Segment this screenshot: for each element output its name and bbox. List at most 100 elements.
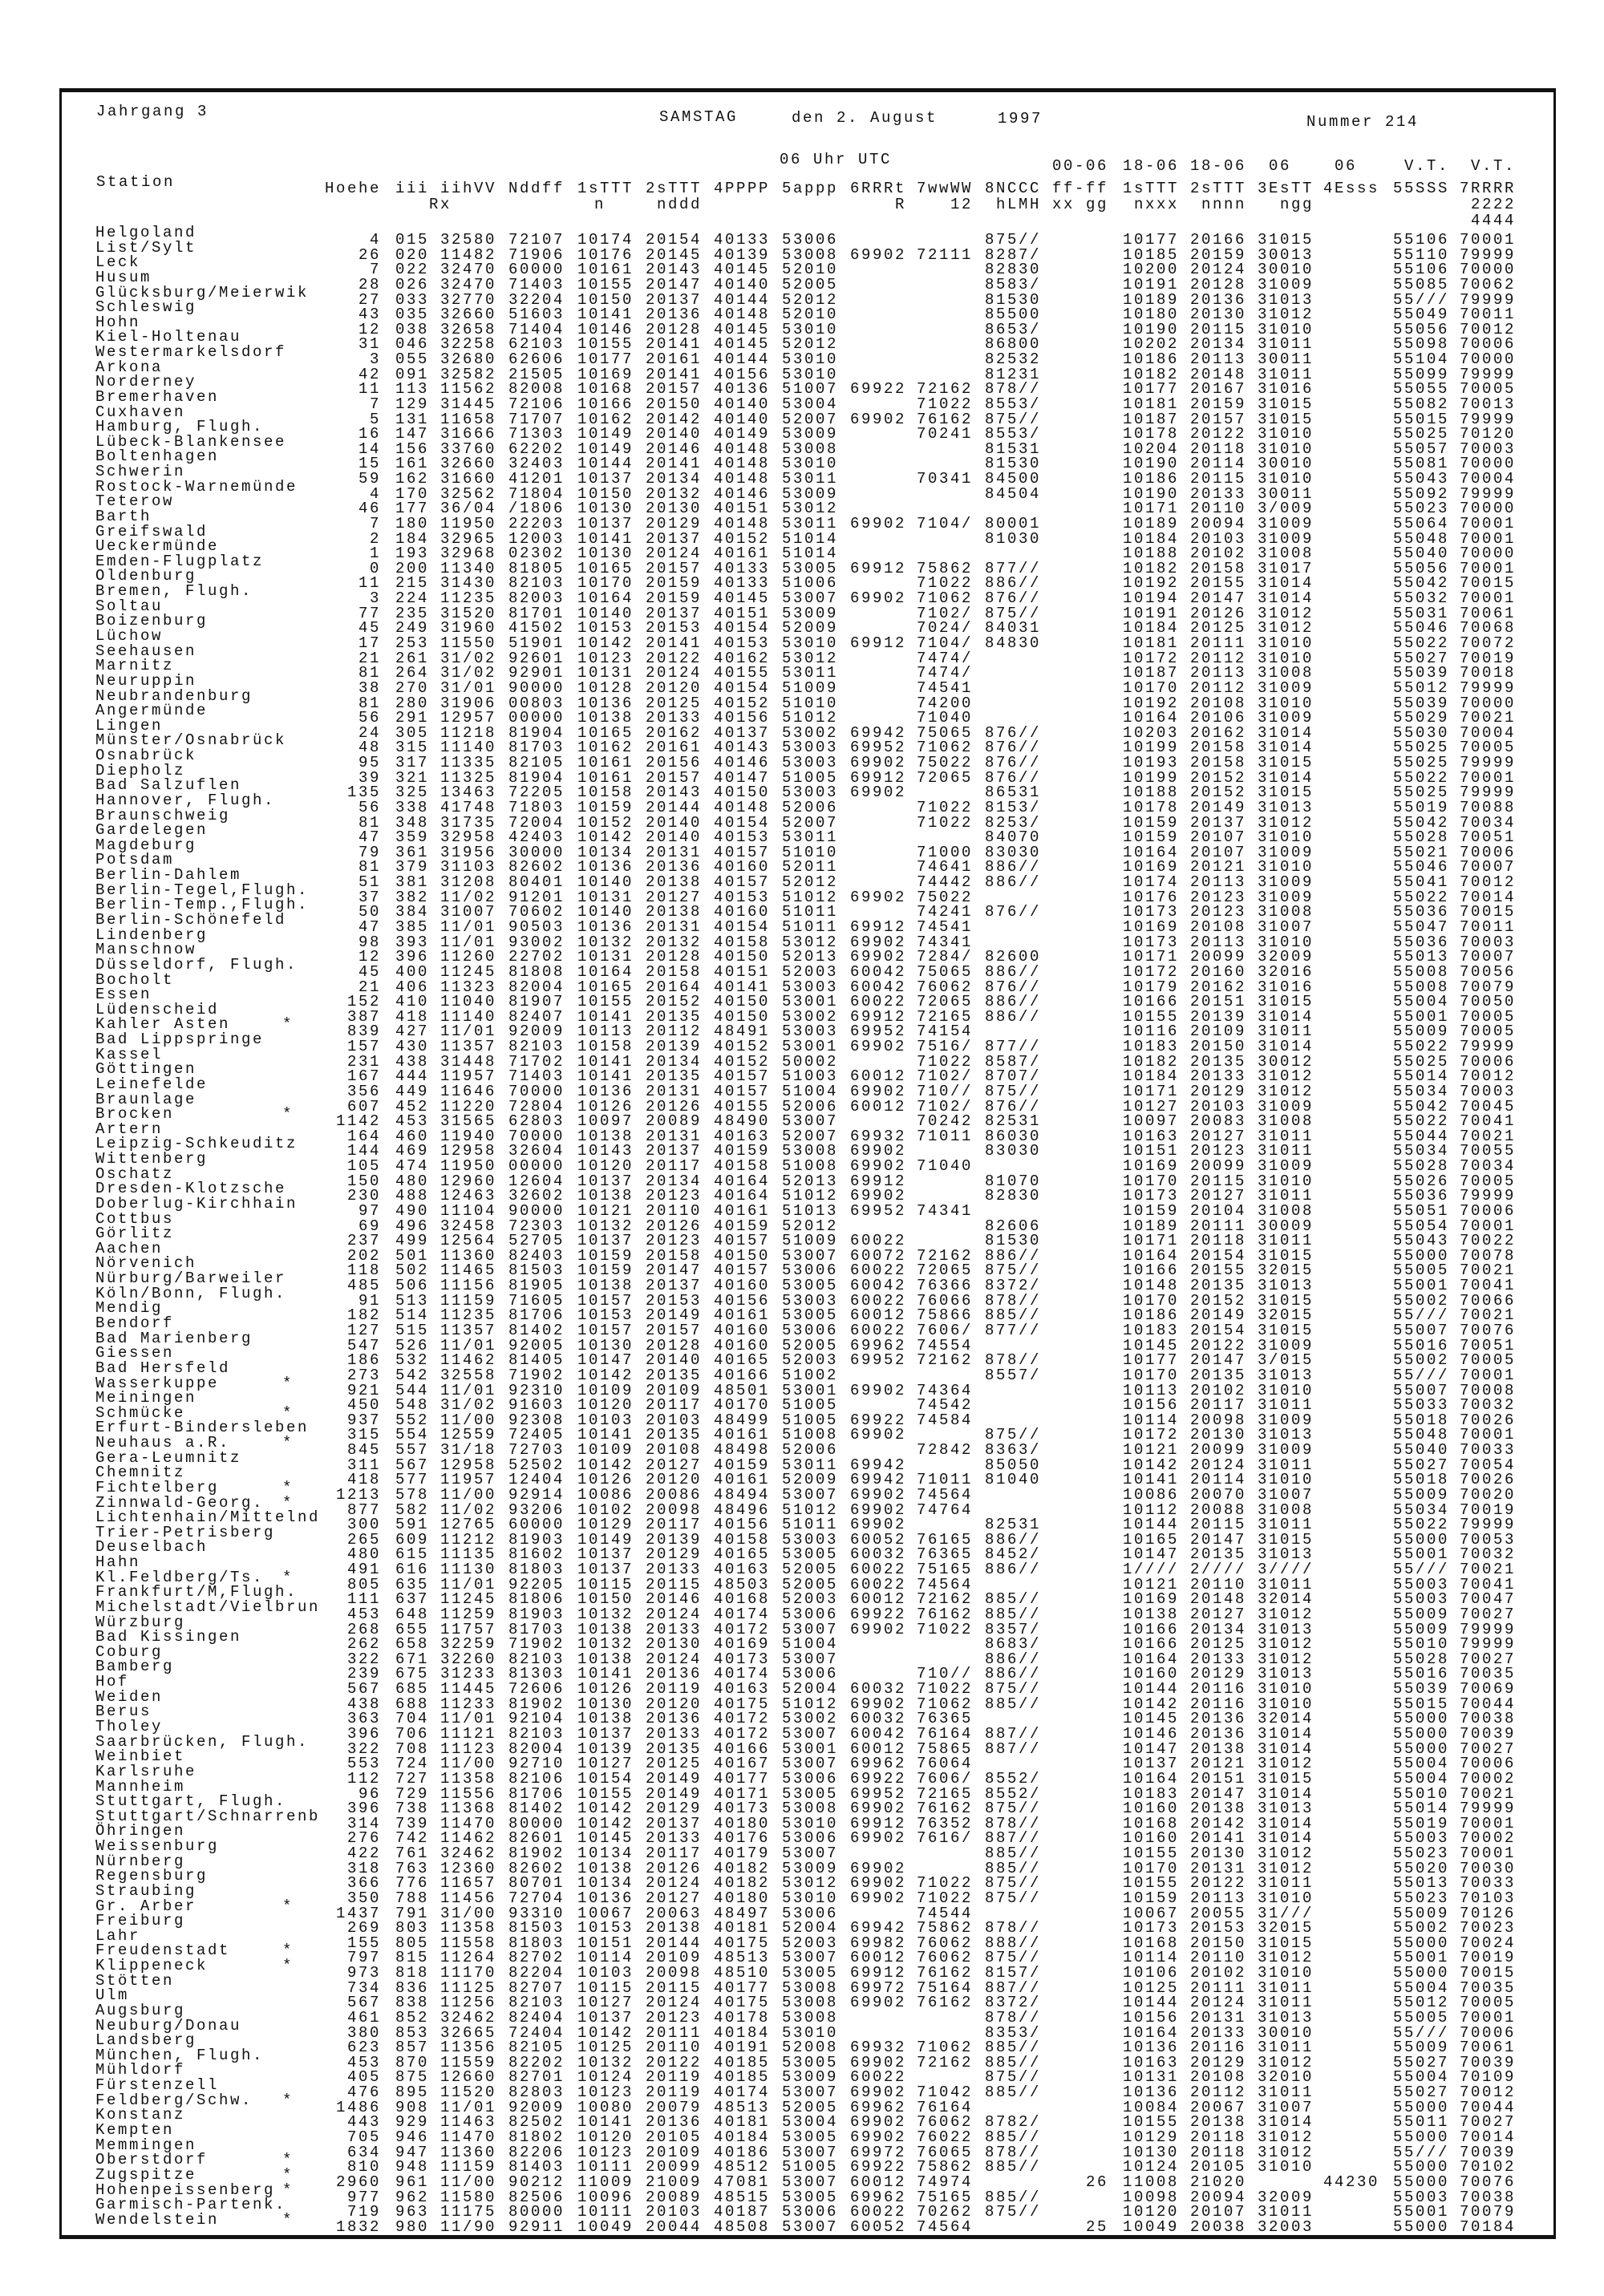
cell-2sttt: 20123 xyxy=(645,1232,702,1249)
cell-nddff: 81907 xyxy=(508,993,565,1010)
cell-1sttt-max: 10155 xyxy=(1122,2113,1179,2131)
cell-hoehe: 81 xyxy=(358,664,381,682)
cell-2sttt: 20146 xyxy=(645,1590,702,1608)
cell-2sttt-min: 20150 xyxy=(1189,1934,1246,1952)
cell-4pppp: 40157 xyxy=(713,873,770,891)
cell-1sttt: 10165 xyxy=(577,978,634,996)
cell-4pppp: 40160 xyxy=(713,1337,770,1355)
cell-7rrrr: 70051 xyxy=(1459,1337,1516,1355)
cell-8nccc: 886// xyxy=(984,1665,1041,1683)
cell-1sttt-max: 10169 xyxy=(1122,1157,1179,1175)
cell-hoehe: 155 xyxy=(346,1934,381,1952)
cell-2sttt: 20136 xyxy=(645,306,702,323)
cell-1sttt: 10130 xyxy=(577,500,634,517)
cell-7rrrr: 70001 xyxy=(1459,589,1516,607)
cell-2sttt: 20128 xyxy=(645,321,702,338)
cell-1sttt-max: 10146 xyxy=(1122,1725,1179,1743)
cell-1sttt-max: 10189 xyxy=(1122,291,1179,309)
cell-nddff: 02302 xyxy=(508,545,565,562)
cell-3estt: 31012 xyxy=(1257,619,1314,637)
cell-iihvv: 11950 xyxy=(439,1157,496,1175)
cell-hoehe: 0 xyxy=(369,560,381,577)
cell-1sttt-max: 10188 xyxy=(1122,784,1179,801)
cell-4pppp: 40156 xyxy=(713,366,770,383)
cell-55sss: 55004 xyxy=(1392,993,1449,1010)
cell-3estt: 30010 xyxy=(1257,2024,1314,2042)
station-name: Wendelstein xyxy=(95,2211,220,2229)
cell-3estt: 31014 xyxy=(1257,769,1314,787)
cell-55sss: 55025 xyxy=(1392,754,1449,771)
cell-iihvv: 11245 xyxy=(439,1590,496,1608)
cell-6rrrt: 69902 xyxy=(849,948,906,966)
cell-1sttt: 10157 xyxy=(577,1322,634,1339)
cell-iihvv: 11482 xyxy=(439,246,496,264)
cell-1sttt-max: 10204 xyxy=(1122,440,1179,458)
cell-hoehe: 69 xyxy=(358,1217,381,1235)
cell-8nccc: 82830 xyxy=(984,1187,1041,1205)
cell-3estt: 32003 xyxy=(1257,2218,1314,2236)
cell-iii: 270 xyxy=(395,679,429,697)
cell-3estt: 31015 xyxy=(1257,1292,1314,1310)
cell-3estt: 32014 xyxy=(1257,1710,1314,1727)
cell-2sttt: 20147 xyxy=(645,276,702,294)
cell-2sttt: 20120 xyxy=(645,679,702,697)
cell-8nccc: 8552/ xyxy=(984,1785,1041,1803)
cell-1sttt-max: 10138 xyxy=(1122,1606,1179,1623)
cell-2sttt: 20126 xyxy=(645,1098,702,1116)
cell-1sttt-max: 10164 xyxy=(1122,1247,1179,1265)
cell-4pppp: 40173 xyxy=(713,1650,770,1668)
header-columns-sub-3estt: ngg xyxy=(1279,196,1314,213)
cell-5appp: 53009 xyxy=(781,1860,838,1877)
cell-2sttt-min: 20111 xyxy=(1189,1217,1246,1235)
cell-2sttt-min: 20130 xyxy=(1189,1426,1246,1444)
cell-5appp: 51009 xyxy=(781,679,838,697)
cell-4pppp: 40159 xyxy=(713,1142,770,1160)
cell-7rrrr: 70103 xyxy=(1459,1889,1516,1907)
cell-1sttt: 10142 xyxy=(577,1800,634,1817)
cell-nddff: 72404 xyxy=(508,2024,565,2042)
cell-5appp: 53006 xyxy=(781,1770,838,1788)
cell-nddff: 82103 xyxy=(508,1994,565,2011)
cell-5appp: 52003 xyxy=(781,1351,838,1369)
station-name: Bad Kissingen xyxy=(95,1628,242,1646)
cell-6rrrt: 69912 xyxy=(849,1964,906,1982)
cell-1sttt-max: 10193 xyxy=(1122,754,1179,771)
cell-1sttt-max: 10180 xyxy=(1122,306,1179,323)
cell-55sss: 55092 xyxy=(1392,485,1449,503)
cell-5appp: 51005 xyxy=(781,1396,838,1414)
cell-hoehe: 1832 xyxy=(335,2218,381,2236)
cell-7wwww: 71011 xyxy=(916,1128,973,1145)
header-columns-7rrrr: 7RRRR xyxy=(1459,180,1516,197)
station-name: Fürstenzell xyxy=(95,2076,220,2094)
cell-iii: 438 xyxy=(395,1053,429,1071)
cell-hoehe: 28 xyxy=(358,276,381,294)
cell-iihvv: 11559 xyxy=(439,2054,496,2071)
cell-6rrrt: 69902 xyxy=(849,1874,906,1892)
cell-nddff: 00803 xyxy=(508,694,565,712)
cell-5appp: 53010 xyxy=(781,350,838,368)
cell-8nccc: 875// xyxy=(984,605,1041,622)
cell-hoehe: 937 xyxy=(346,1411,381,1429)
cell-55sss: 55001 xyxy=(1392,1545,1449,1563)
cell-hoehe: 31 xyxy=(358,335,381,353)
cell-6rrrt: 60012 xyxy=(849,1306,906,1324)
cell-7rrrr: 70005 xyxy=(1459,1172,1516,1190)
cell-2sttt: 20123 xyxy=(645,2009,702,2027)
cell-3estt: 31015 xyxy=(1257,1322,1314,1339)
cell-3estt: 31011 xyxy=(1257,1456,1314,1474)
cell-1sttt: 10170 xyxy=(577,574,634,592)
cell-2sttt-min: 20152 xyxy=(1189,769,1246,787)
cell-8nccc: 885// xyxy=(984,2128,1041,2146)
cell-8nccc: 8372/ xyxy=(984,1277,1041,1294)
cell-3estt: 31012 xyxy=(1257,1755,1314,1772)
cell-6rrrt: 69902 xyxy=(849,246,906,264)
cell-hoehe: 1142 xyxy=(335,1112,381,1130)
mountain-station-marker: * xyxy=(282,1404,294,1422)
cell-5appp: 53003 xyxy=(781,754,838,771)
cell-55sss: 55002 xyxy=(1392,1292,1449,1310)
cell-2sttt-min: 20162 xyxy=(1189,978,1246,996)
cell-3estt: 31013 xyxy=(1257,1426,1314,1444)
station-name: Kiel-Holtenau xyxy=(95,328,242,346)
cell-5appp: 51012 xyxy=(781,1501,838,1519)
cell-2sttt: 20153 xyxy=(645,1292,702,1310)
